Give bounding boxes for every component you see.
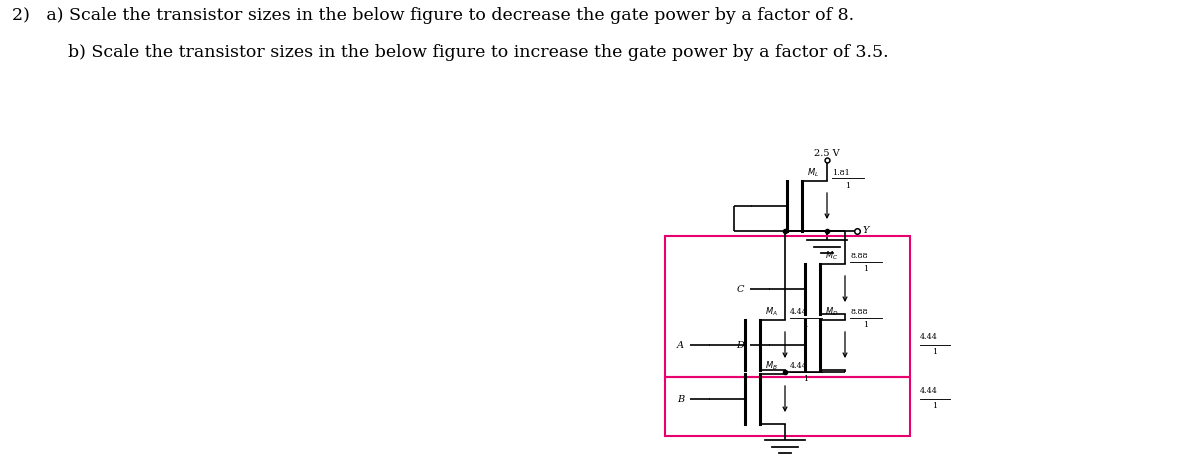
Text: 1: 1 [804, 321, 809, 329]
Text: 2.5 V: 2.5 V [814, 149, 840, 158]
Text: Y: Y [863, 227, 870, 236]
Bar [665, 236, 910, 377]
Text: B: B [677, 395, 684, 403]
Text: $M_C$: $M_C$ [826, 249, 839, 262]
Text: 1: 1 [846, 182, 851, 190]
Text: 4.44: 4.44 [790, 362, 808, 370]
Text: 1: 1 [932, 348, 937, 356]
Text: $M_B$: $M_B$ [766, 360, 778, 372]
Text: 1.81: 1.81 [832, 169, 850, 177]
Text: 4.44: 4.44 [790, 308, 808, 316]
Text: 2)   a) Scale the transistor sizes in the below figure to decrease the gate powe: 2) a) Scale the transistor sizes in the … [12, 7, 854, 24]
Text: $M_D$: $M_D$ [826, 305, 839, 318]
Text: 1: 1 [864, 265, 869, 273]
Text: D: D [736, 341, 744, 350]
Text: 1: 1 [932, 402, 937, 410]
Text: 8.88: 8.88 [850, 252, 868, 260]
Text: b) Scale the transistor sizes in the below figure to increase the gate power by : b) Scale the transistor sizes in the bel… [35, 44, 889, 61]
Text: 8.88: 8.88 [850, 308, 868, 316]
Text: $M_L$: $M_L$ [808, 167, 820, 179]
Text: $M_A$: $M_A$ [766, 305, 778, 318]
Text: 1: 1 [864, 321, 869, 329]
Text: 4.44: 4.44 [920, 333, 938, 341]
Text: A: A [677, 341, 684, 350]
Text: 4.44: 4.44 [920, 387, 938, 395]
Text: 1: 1 [804, 375, 809, 383]
Bar [665, 377, 910, 436]
Text: C: C [737, 285, 744, 294]
